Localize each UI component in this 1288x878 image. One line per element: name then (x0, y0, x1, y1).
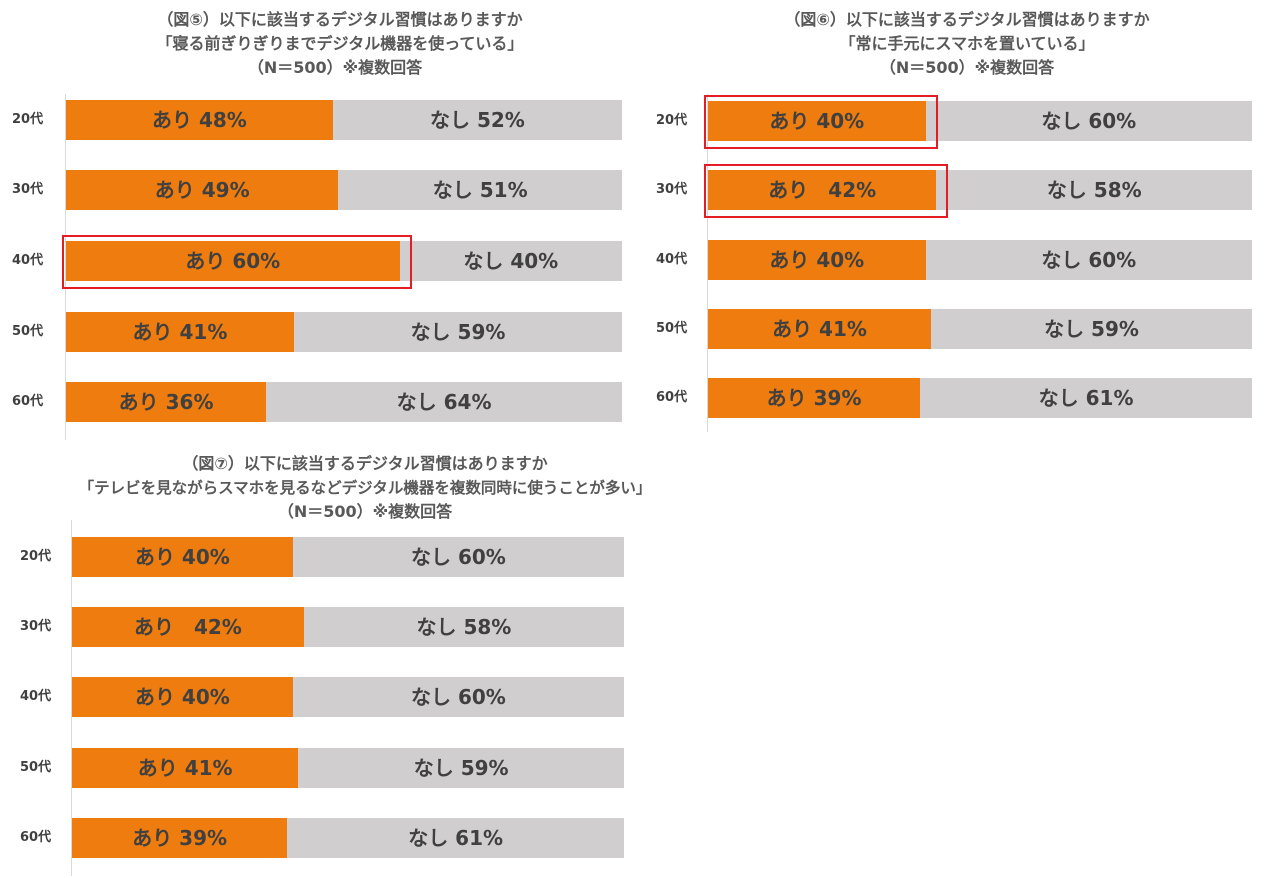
bar-segment-yes: あり 41% (72, 748, 299, 788)
chart-panel-fig7: （図⑦）以下に該当するデジタル習慣はありますか 「テレビを見ながらスマホを見るな… (0, 452, 730, 878)
bar-segment-no: なし 60% (292, 537, 624, 577)
bar-row: 50代 あり 41% なし 59% (0, 748, 624, 788)
bar-row: 40代 あり 40% なし 60% (0, 677, 624, 717)
bar-segment-no: なし 40% (399, 241, 622, 281)
category-label: 40代 (20, 689, 52, 704)
bar-segment-yes: あり 49% (66, 170, 339, 210)
bar-segment-yes: あり 40% (708, 101, 926, 141)
bar-row: 40代 あり 40% なし 60% (646, 240, 1252, 280)
bar-row: 50代 あり 41% なし 59% (646, 309, 1252, 349)
stacked-bar: あり 60% なし 40% (66, 241, 622, 281)
stacked-bar: あり 40% なし 60% (72, 677, 624, 717)
bar-segment-yes: あり 42% (72, 607, 304, 647)
bar-row: 60代 あり 39% なし 61% (0, 818, 624, 858)
bar-segment-yes: あり 40% (72, 537, 293, 577)
bar-segment-no: なし 58% (936, 170, 1252, 210)
category-label: 20代 (12, 112, 44, 127)
chart-title: （図⑥）以下に該当するデジタル習慣はありますか 「常に手元にスマホを置いている」… (646, 8, 1288, 80)
category-label: 60代 (20, 830, 52, 845)
bar-segment-no: なし 58% (303, 607, 624, 647)
bar-segment-yes: あり 41% (708, 309, 932, 349)
title-line: 「寝る前ぎりぎりまでデジタル機器を使っている」 (156, 34, 524, 53)
bar-segment-yes: あり 39% (72, 818, 288, 858)
category-label: 50代 (20, 760, 52, 775)
bar-segment-no: なし 59% (298, 748, 624, 788)
stacked-bar: あり 41% なし 59% (66, 312, 622, 352)
bar-segment-no: なし 60% (925, 240, 1252, 280)
title-line: 「テレビを見ながらスマホを見るなどデジタル機器を複数同時に使うことが多い」 (78, 479, 652, 497)
stacked-bar: あり 40% なし 60% (708, 101, 1252, 141)
title-line: 「常に手元にスマホを置いている」 (839, 34, 1095, 53)
category-axis-line (707, 94, 708, 432)
bar-segment-yes: あり 40% (708, 240, 926, 280)
bar-segment-yes: あり 41% (66, 312, 294, 352)
bar-segment-no: なし 52% (332, 100, 622, 140)
category-label: 30代 (20, 619, 52, 634)
chart-title: （図⑤）以下に該当するデジタル習慣はありますか 「寝る前ぎりぎりまでデジタル機器… (0, 8, 680, 80)
bar-segment-no: なし 61% (287, 818, 624, 858)
category-label: 60代 (12, 394, 44, 409)
bar-segment-no: なし 51% (338, 170, 622, 210)
category-label: 20代 (656, 113, 688, 128)
bar-row: 30代 あり 42% なし 58% (646, 170, 1252, 210)
bar-segment-no: なし 61% (920, 378, 1252, 418)
stacked-bar: あり 39% なし 61% (708, 378, 1252, 418)
stacked-bar: あり 49% なし 51% (66, 170, 622, 210)
stacked-bar: あり 42% なし 58% (72, 607, 624, 647)
bar-segment-yes: あり 48% (66, 100, 333, 140)
bar-segment-yes: あり 60% (66, 241, 400, 281)
bar-segment-no: なし 59% (931, 309, 1252, 349)
title-line: （図⑦）以下に該当するデジタル習慣はありますか (182, 454, 548, 473)
chart-title: （図⑦）以下に該当するデジタル習慣はありますか 「テレビを見ながらスマホを見るな… (0, 452, 730, 524)
bar-row: 20代 あり 48% なし 52% (0, 100, 622, 140)
title-line: （図⑤）以下に該当するデジタル習慣はありますか (157, 10, 523, 29)
title-line: （図⑥）以下に該当するデジタル習慣はありますか (784, 10, 1150, 29)
stacked-bar: あり 36% なし 64% (66, 382, 622, 422)
category-label: 60代 (656, 390, 688, 405)
category-axis-line (65, 94, 66, 440)
bar-row: 30代 あり 49% なし 51% (0, 170, 622, 210)
title-line: （N＝500）※複数回答 (277, 502, 453, 521)
bar-segment-yes: あり 42% (708, 170, 937, 210)
category-label: 50代 (656, 321, 688, 336)
bar-row: 60代 あり 39% なし 61% (646, 378, 1252, 418)
stacked-bar: あり 40% なし 60% (72, 537, 624, 577)
stacked-bar: あり 41% なし 59% (708, 309, 1252, 349)
bar-segment-no: なし 59% (293, 312, 622, 352)
bar-segment-no: なし 64% (266, 382, 622, 422)
bar-row: 40代 あり 60% なし 40% (0, 241, 622, 281)
bar-segment-no: なし 60% (925, 101, 1252, 141)
title-line: （N＝500）※複数回答 (247, 58, 423, 77)
bar-row: 20代 あり 40% なし 60% (646, 101, 1252, 141)
category-label: 30代 (656, 182, 688, 197)
title-line: （N＝500）※複数回答 (879, 58, 1055, 77)
bar-row: 20代 あり 40% なし 60% (0, 537, 624, 577)
chart-panel-fig6: （図⑥）以下に該当するデジタル習慣はありますか 「常に手元にスマホを置いている」… (646, 8, 1288, 438)
category-label: 50代 (12, 324, 44, 339)
stacked-bar: あり 39% なし 61% (72, 818, 624, 858)
category-label: 40代 (656, 252, 688, 267)
stacked-bar: あり 42% なし 58% (708, 170, 1252, 210)
stacked-bar: あり 41% なし 59% (72, 748, 624, 788)
bar-segment-yes: あり 39% (708, 378, 921, 418)
chart-panel-fig5: （図⑤）以下に該当するデジタル習慣はありますか 「寝る前ぎりぎりまでデジタル機器… (0, 8, 680, 440)
category-label: 40代 (12, 253, 44, 268)
stacked-bar: あり 40% なし 60% (708, 240, 1252, 280)
category-axis-line (71, 520, 72, 876)
bar-segment-yes: あり 40% (72, 677, 293, 717)
category-label: 20代 (20, 549, 52, 564)
bar-row: 60代 あり 36% なし 64% (0, 382, 622, 422)
bar-row: 30代 あり 42% なし 58% (0, 607, 624, 647)
bar-segment-yes: あり 36% (66, 382, 267, 422)
bar-row: 50代 あり 41% なし 59% (0, 312, 622, 352)
stacked-bar: あり 48% なし 52% (66, 100, 622, 140)
category-label: 30代 (12, 182, 44, 197)
bar-segment-no: なし 60% (292, 677, 624, 717)
